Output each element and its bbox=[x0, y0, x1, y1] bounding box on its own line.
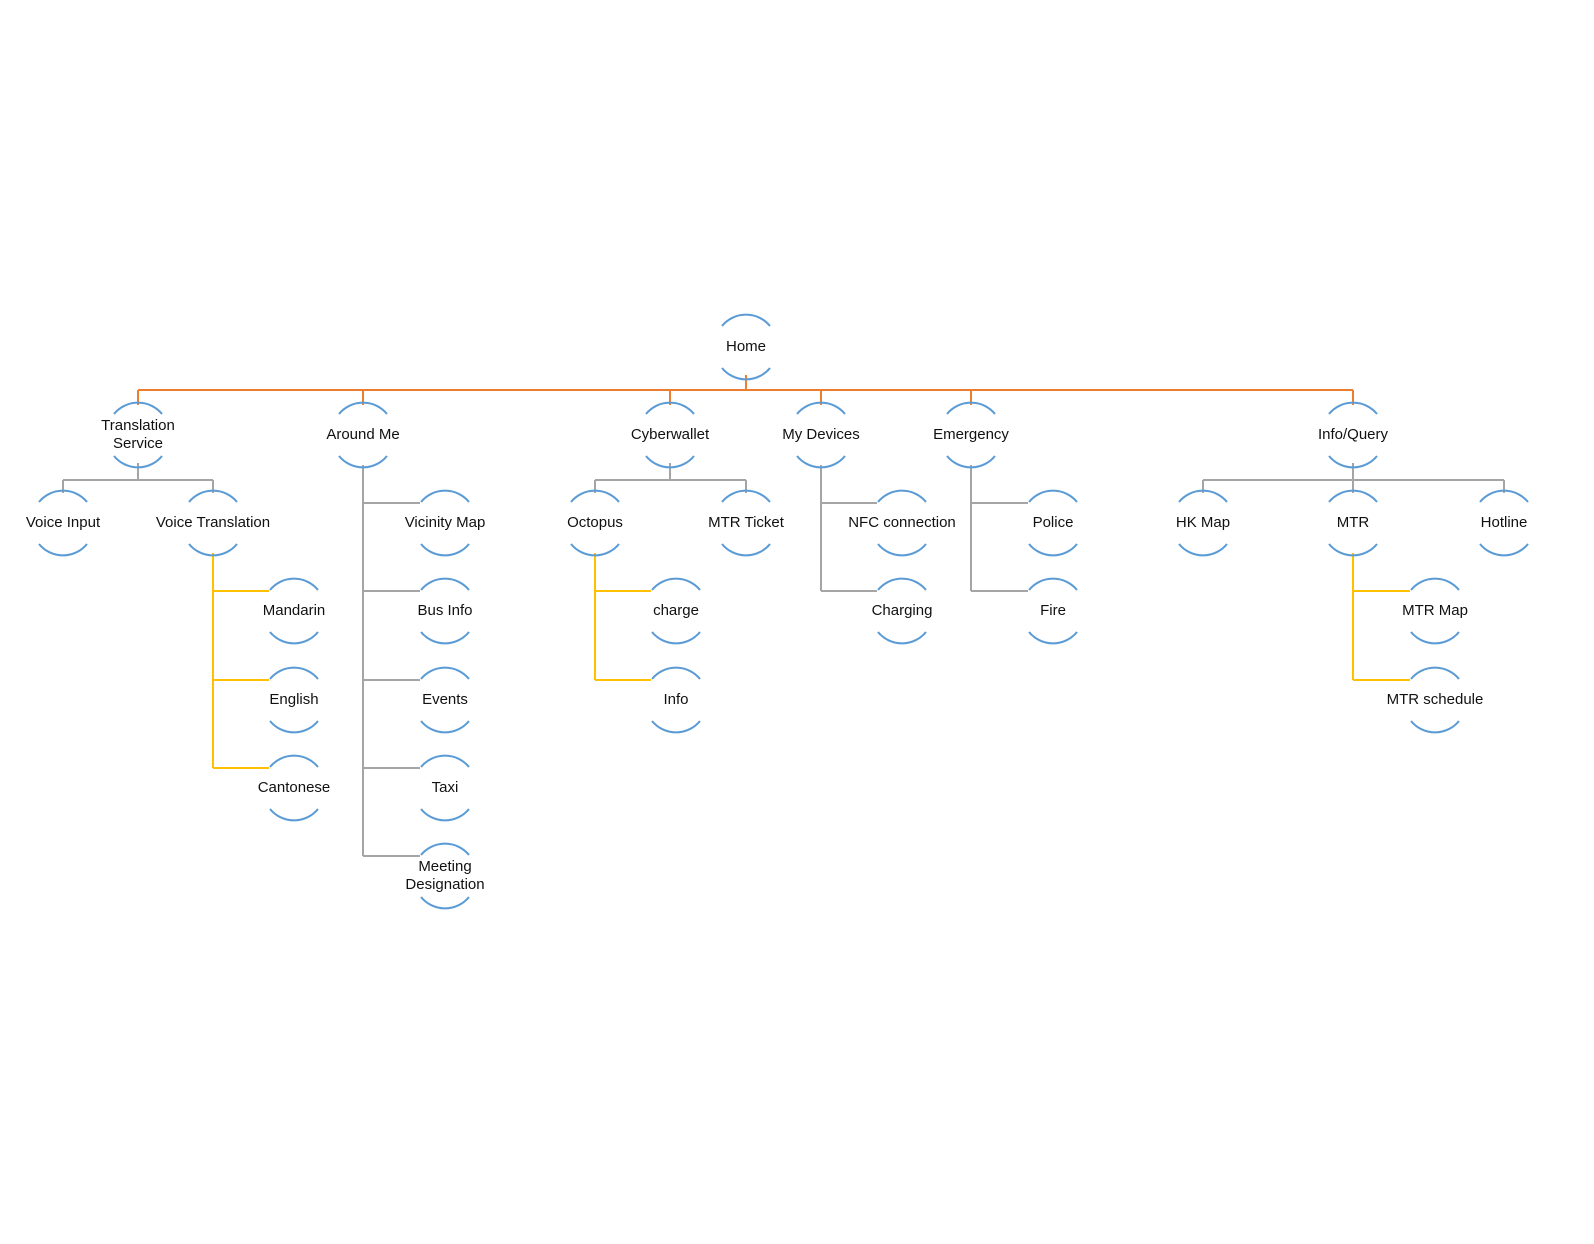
node-mtr-ticket[interactable]: MTR Ticket bbox=[708, 514, 784, 531]
node-voice-input[interactable]: Voice Input bbox=[25, 514, 101, 531]
node-translation[interactable]: Translation Service bbox=[101, 417, 175, 452]
node-info[interactable]: Info/Query bbox=[1317, 426, 1389, 443]
node-arc-top-translation bbox=[113, 401, 163, 415]
node-mtr-map[interactable]: MTR Map bbox=[1402, 602, 1468, 619]
node-events[interactable]: Events bbox=[422, 691, 468, 708]
node-arc-bottom-cantonese bbox=[269, 808, 319, 822]
node-arc-bottom-mtr_schedule bbox=[1410, 720, 1460, 734]
node-fire[interactable]: Fire bbox=[1040, 602, 1066, 619]
node-arc-top-mtr bbox=[1328, 489, 1378, 503]
node-hotline[interactable]: Hotline bbox=[1480, 514, 1528, 531]
node-arc-top-cantonese bbox=[269, 754, 319, 768]
node-nfc[interactable]: NFC connection bbox=[848, 514, 956, 531]
node-meeting[interactable]: Meeting Designation bbox=[405, 858, 485, 893]
node-arc-bottom-devices bbox=[796, 455, 846, 469]
node-arc-top-mtr_schedule bbox=[1410, 666, 1460, 680]
node-english[interactable]: English bbox=[269, 691, 319, 708]
node-arc-top-home bbox=[721, 313, 771, 327]
node-arc-top-voice_input bbox=[38, 489, 88, 503]
node-arc-bottom-translation bbox=[113, 455, 163, 469]
node-arc-top-police bbox=[1028, 489, 1078, 503]
node-arc-bottom-mtr_map bbox=[1410, 631, 1460, 645]
node-arc-top-charging bbox=[877, 577, 927, 591]
node-arc-top-hk_map bbox=[1178, 489, 1228, 503]
node-arc-top-devices bbox=[796, 401, 846, 415]
node-arc-top-taxi bbox=[420, 754, 470, 768]
node-arc-bottom-bus_info bbox=[420, 631, 470, 645]
node-taxi[interactable]: Taxi bbox=[431, 779, 459, 796]
node-cyber[interactable]: Cyberwallet bbox=[630, 426, 710, 443]
node-arc-bottom-info bbox=[1328, 455, 1378, 469]
node-arc-bottom-mandarin bbox=[269, 631, 319, 645]
node-arc-bottom-voice_input bbox=[38, 543, 88, 557]
node-arc-bottom-octopus_info bbox=[651, 720, 701, 734]
node-home[interactable]: Home bbox=[725, 338, 767, 355]
node-arc-bottom-cyber bbox=[645, 455, 695, 469]
node-arcs bbox=[38, 313, 1529, 910]
node-arc-top-hotline bbox=[1479, 489, 1529, 503]
node-arc-bottom-events bbox=[420, 720, 470, 734]
node-arc-bottom-hk_map bbox=[1178, 543, 1228, 557]
node-devices[interactable]: My Devices bbox=[782, 426, 860, 443]
node-arc-bottom-vicinity_map bbox=[420, 543, 470, 557]
node-police[interactable]: Police bbox=[1032, 514, 1074, 531]
node-arc-bottom-charge bbox=[651, 631, 701, 645]
node-arc-bottom-fire bbox=[1028, 631, 1078, 645]
node-mtr-schedule[interactable]: MTR schedule bbox=[1386, 691, 1484, 708]
node-arc-bottom-home bbox=[721, 367, 771, 381]
node-arc-top-octopus_info bbox=[651, 666, 701, 680]
node-bus-info[interactable]: Bus Info bbox=[417, 602, 473, 619]
node-around[interactable]: Around Me bbox=[326, 426, 400, 443]
node-arc-bottom-voice_translation bbox=[188, 543, 238, 557]
node-arc-top-vicinity_map bbox=[420, 489, 470, 503]
node-octopus-info[interactable]: Info bbox=[663, 691, 689, 708]
node-arc-bottom-english bbox=[269, 720, 319, 734]
node-mtr[interactable]: MTR bbox=[1336, 514, 1370, 531]
node-arc-top-meeting bbox=[420, 842, 470, 856]
node-arc-top-events bbox=[420, 666, 470, 680]
node-arc-bottom-charging bbox=[877, 631, 927, 645]
node-arc-bottom-hotline bbox=[1479, 543, 1529, 557]
node-arc-top-charge bbox=[651, 577, 701, 591]
node-arc-top-emergency bbox=[946, 401, 996, 415]
node-arc-bottom-meeting bbox=[420, 896, 470, 910]
node-arc-top-info bbox=[1328, 401, 1378, 415]
node-arc-bottom-octopus bbox=[570, 543, 620, 557]
node-arc-top-english bbox=[269, 666, 319, 680]
node-cantonese[interactable]: Cantonese bbox=[257, 779, 331, 796]
node-charging[interactable]: Charging bbox=[871, 602, 933, 619]
node-arc-top-fire bbox=[1028, 577, 1078, 591]
connector-lines bbox=[62, 375, 1505, 857]
node-arc-bottom-emergency bbox=[946, 455, 996, 469]
node-arc-bottom-taxi bbox=[420, 808, 470, 822]
node-arc-top-around bbox=[338, 401, 388, 415]
node-mandarin[interactable]: Mandarin bbox=[262, 602, 326, 619]
node-emergency[interactable]: Emergency bbox=[933, 426, 1009, 443]
node-octopus[interactable]: Octopus bbox=[567, 514, 623, 531]
node-arc-top-mtr_map bbox=[1410, 577, 1460, 591]
node-arc-top-mandarin bbox=[269, 577, 319, 591]
node-arc-top-mtr_ticket bbox=[721, 489, 771, 503]
node-arc-top-voice_translation bbox=[188, 489, 238, 503]
node-arc-top-bus_info bbox=[420, 577, 470, 591]
node-hk-map[interactable]: HK Map bbox=[1175, 514, 1231, 531]
node-arc-bottom-around bbox=[338, 455, 388, 469]
node-arc-bottom-mtr bbox=[1328, 543, 1378, 557]
node-voice-translation[interactable]: Voice Translation bbox=[155, 514, 271, 531]
node-charge[interactable]: charge bbox=[653, 602, 699, 619]
node-arc-top-cyber bbox=[645, 401, 695, 415]
node-arc-bottom-nfc bbox=[877, 543, 927, 557]
node-arc-bottom-mtr_ticket bbox=[721, 543, 771, 557]
node-arc-top-nfc bbox=[877, 489, 927, 503]
node-vicinity-map[interactable]: Vicinity Map bbox=[404, 514, 486, 531]
node-arc-bottom-police bbox=[1028, 543, 1078, 557]
node-arc-top-octopus bbox=[570, 489, 620, 503]
